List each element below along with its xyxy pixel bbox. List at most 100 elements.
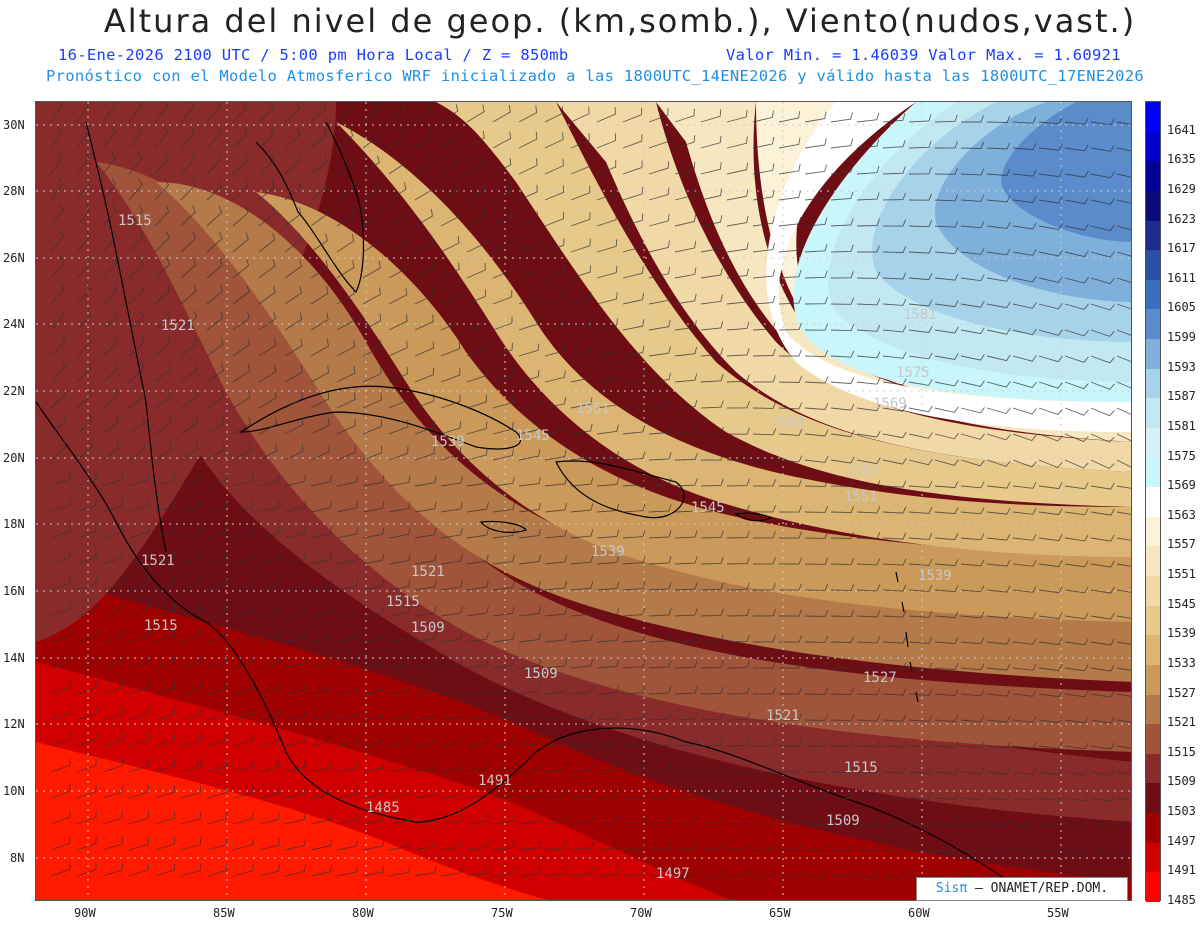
wind-barb: [934, 585, 959, 593]
wind-barb: [804, 403, 829, 410]
legend-value-1581: 1581: [1167, 418, 1196, 433]
wind-barb: [570, 159, 590, 175]
wind-barb: [726, 109, 748, 123]
mainland-coast: [36, 401, 1035, 900]
wind-barb: [232, 337, 250, 357]
wind-barb: [622, 292, 645, 305]
wind-barb: [466, 395, 488, 409]
wind-barb: [76, 414, 93, 435]
wind-barb: [1064, 820, 1089, 828]
wind-barb: [1090, 534, 1115, 542]
wind-barb: [50, 440, 67, 461]
wind-barb: [674, 214, 696, 227]
wind-barb: [154, 499, 176, 513]
wind-barb: [206, 577, 228, 591]
wind-barb: [336, 812, 359, 825]
wind-barb: [622, 319, 645, 331]
wind-barb: [284, 838, 306, 851]
wind-barb: [674, 582, 698, 591]
legend-swatch-1497: [1146, 813, 1160, 844]
wind-barb: [440, 130, 459, 149]
wind-barb: [310, 708, 333, 721]
wind-barb: [752, 713, 776, 721]
wind-barb: [986, 381, 1011, 388]
wind-barb: [544, 684, 568, 695]
wind-barb: [960, 300, 985, 308]
lat-label-24n: 24N: [3, 317, 25, 331]
wind-barb: [232, 785, 254, 799]
wind-barb: [830, 584, 855, 592]
wind-barb: [544, 106, 564, 123]
legend-value-1557: 1557: [1167, 537, 1196, 552]
wind-barb: [856, 351, 881, 359]
wind-barb: [934, 379, 959, 387]
wind-barb: [622, 607, 646, 617]
wind-barb: [440, 684, 463, 695]
wind-barb: [154, 759, 176, 773]
wind-barb: [752, 843, 776, 851]
wind-barb: [440, 866, 463, 877]
wind-barb: [414, 156, 433, 175]
wind-barb: [492, 580, 515, 591]
wind-barb: [960, 327, 985, 335]
wind-barb: [908, 352, 933, 360]
wind-barb: [388, 501, 411, 513]
wind-barb: [518, 710, 542, 721]
wind-barb: [102, 498, 123, 513]
wind-barb: [206, 551, 228, 565]
wind-barb: [934, 481, 959, 489]
wind-barb: [232, 525, 254, 539]
wind-barb: [648, 134, 669, 149]
legend-value-1521: 1521: [1167, 715, 1196, 730]
wind-barb: [414, 579, 437, 591]
wind-barb: [362, 392, 382, 409]
wind-barb: [362, 260, 381, 279]
wind-barb: [856, 165, 880, 175]
wind-barb: [804, 765, 829, 773]
wind-barb: [1090, 846, 1115, 854]
wind-barb: [1012, 507, 1037, 515]
legend-swatch-1635: [1146, 131, 1160, 162]
wind-barb: [466, 368, 487, 383]
wind-barb: [466, 840, 489, 851]
wind-barb: [518, 762, 542, 773]
wind-barb: [648, 634, 672, 643]
wind-barb: [414, 865, 437, 877]
wind-barb: [414, 367, 435, 383]
wind-barb: [544, 710, 568, 721]
wind-barb: [570, 318, 592, 331]
wind-barb: [518, 580, 542, 591]
wind-barb: [986, 354, 1011, 362]
wind-barb: [466, 866, 489, 877]
wind-barb: [622, 737, 646, 747]
wind-barb: [50, 524, 71, 539]
wind-barb: [752, 428, 777, 436]
wind-barb: [1012, 433, 1037, 442]
wind-barb: [830, 480, 855, 488]
wind-barb: [102, 810, 123, 825]
wind-barb: [388, 761, 411, 773]
wind-barb: [336, 838, 359, 851]
wind-barb: [336, 656, 359, 669]
wind-barb: [1090, 508, 1115, 516]
wind-barb: [596, 159, 617, 175]
legend-value-1515: 1515: [1167, 744, 1196, 759]
wind-barb: [180, 389, 198, 409]
wind-barb: [882, 766, 907, 774]
wind-barb: [310, 312, 329, 331]
wind-barb: [362, 181, 381, 201]
wind-barb: [596, 292, 618, 305]
wind-barb: [726, 215, 749, 227]
wind-barb: [414, 341, 434, 357]
wind-barb: [206, 681, 228, 695]
wind-barb: [778, 269, 802, 279]
wind-barb: [752, 765, 776, 773]
wind-barb: [1090, 664, 1115, 672]
wind-barb: [284, 391, 303, 409]
wind-barb: [674, 686, 698, 695]
wind-barb: [778, 190, 801, 201]
wind-barb: [570, 711, 594, 721]
wind-barb: [986, 115, 1011, 124]
wind-barb: [1064, 355, 1089, 363]
wind-barb: [1064, 768, 1089, 776]
